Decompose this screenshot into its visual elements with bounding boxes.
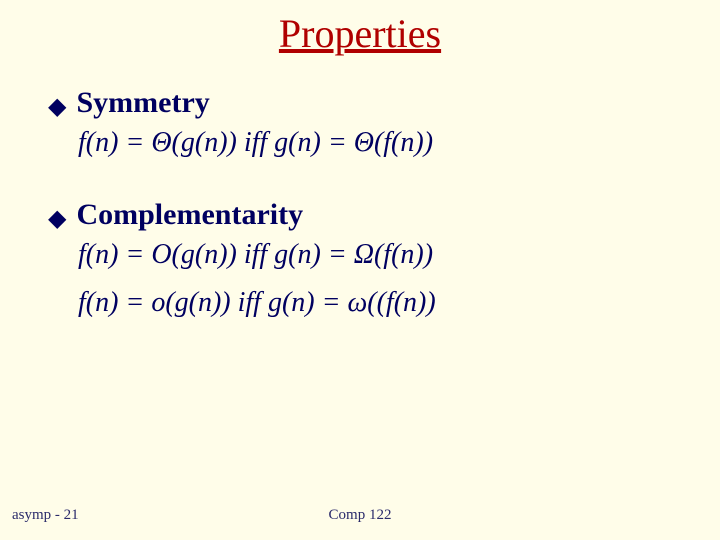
- equation-text: f(n) = o(g(n)) iff g(n) = ω((f(n)): [78, 287, 436, 318]
- diamond-bullet-icon: ◆: [48, 207, 66, 231]
- diamond-bullet-icon: ◆: [48, 95, 66, 119]
- equation-text: f(n) = Θ(g(n)) iff g(n) = Θ(f(n)): [78, 127, 433, 158]
- bullet-row: ◆ Complementarity: [48, 198, 680, 232]
- equation: f(n) = o(g(n)) iff g(n) = ω((f(n)): [78, 284, 680, 322]
- section-symmetry: ◆ Symmetry f(n) = Θ(g(n)) iff g(n) = Θ(f…: [48, 86, 680, 162]
- footer-center: Comp 122: [0, 507, 720, 524]
- section-heading: Complementarity: [76, 198, 303, 232]
- slide-body: ◆ Symmetry f(n) = Θ(g(n)) iff g(n) = Θ(f…: [48, 80, 680, 331]
- slide-title: Properties: [0, 10, 720, 57]
- equation: f(n) = Θ(g(n)) iff g(n) = Θ(f(n)): [78, 124, 680, 162]
- equation-text: f(n) = O(g(n)) iff g(n) = Ω(f(n)): [78, 239, 433, 270]
- slide: Properties ◆ Symmetry f(n) = Θ(g(n)) iff…: [0, 0, 720, 540]
- section-heading: Symmetry: [76, 86, 209, 120]
- bullet-row: ◆ Symmetry: [48, 86, 680, 120]
- section-complementarity: ◆ Complementarity f(n) = O(g(n)) iff g(n…: [48, 198, 680, 322]
- equation: f(n) = O(g(n)) iff g(n) = Ω(f(n)): [78, 236, 680, 274]
